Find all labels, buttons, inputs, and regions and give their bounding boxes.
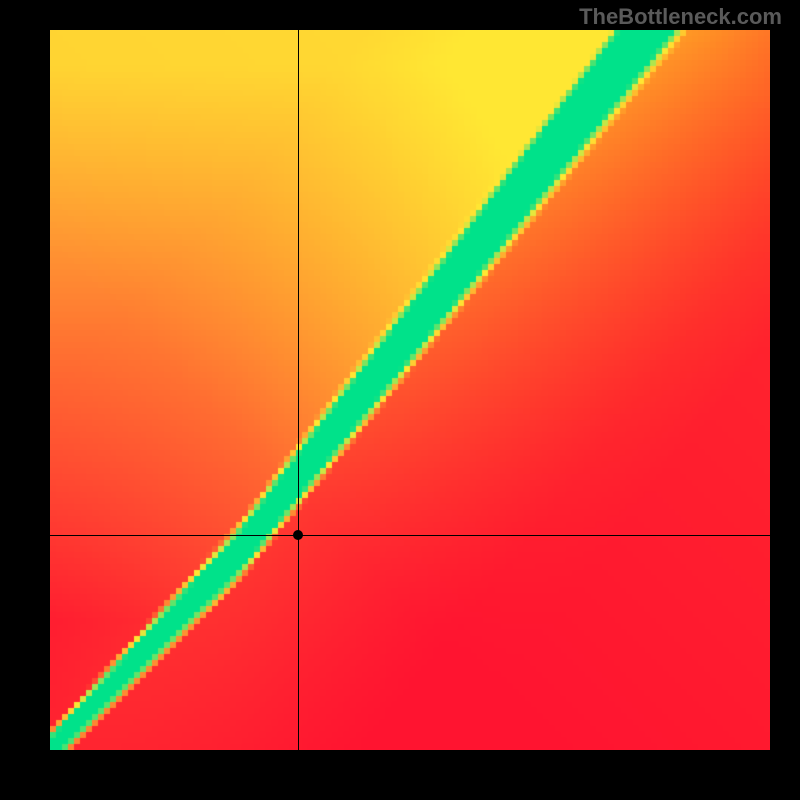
bottleneck-heatmap: [50, 30, 770, 750]
watermark-text: TheBottleneck.com: [579, 4, 782, 30]
crosshair-horizontal: [50, 535, 770, 536]
heatmap-canvas: [50, 30, 770, 750]
marker-dot: [293, 530, 303, 540]
crosshair-vertical: [298, 30, 299, 750]
